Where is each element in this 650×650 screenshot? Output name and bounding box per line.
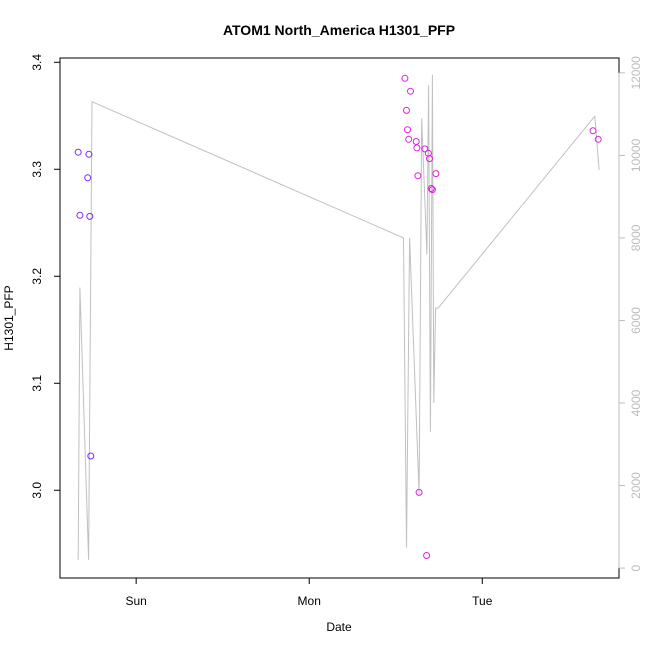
data-point [403, 106, 410, 114]
data-point [87, 452, 95, 460]
right-tick-label: 8000 [629, 224, 643, 251]
data-point [427, 185, 435, 192]
data-point [76, 211, 84, 219]
chart-title: ATOM1 North_America H1301_PFP [223, 22, 455, 38]
series-line [77, 74, 600, 560]
data-point [415, 488, 423, 496]
left-tick-label: 3.1 [30, 375, 44, 392]
data-point [423, 552, 431, 559]
right-tick-label: 0 [629, 564, 643, 571]
x-axis: Sun Mon Tue [125, 578, 493, 608]
data-point [86, 212, 94, 220]
data-point [589, 127, 597, 135]
left-tick-label: 3.3 [30, 161, 44, 178]
x-axis-label: Date [326, 620, 352, 634]
data-point [421, 145, 429, 153]
x-tick-label: Tue [472, 594, 493, 608]
right-tick-label: 2000 [629, 472, 643, 499]
data-point [401, 74, 409, 82]
x-tick-label: Mon [298, 594, 321, 608]
data-point [432, 170, 440, 178]
right-axis: 0 2000 4000 6000 8000 10000 12000 [618, 56, 643, 571]
data-point [404, 126, 411, 134]
data-point [85, 150, 93, 158]
data-point [413, 144, 421, 152]
left-axis: 3.0 3.1 3.2 3.3 3.4 [30, 54, 61, 499]
data-point [74, 148, 82, 156]
data-point [407, 87, 414, 95]
data-point [412, 138, 420, 145]
right-tick-label: 4000 [629, 389, 643, 416]
left-tick-label: 3.2 [30, 268, 44, 285]
data-point [414, 172, 422, 180]
data-point [594, 135, 602, 143]
data-point [405, 135, 413, 143]
series-points [74, 74, 602, 559]
right-tick-label: 6000 [629, 307, 643, 334]
left-tick-label: 3.0 [30, 482, 44, 499]
data-point [426, 155, 433, 163]
right-tick-label: 10000 [629, 138, 643, 172]
line-series [77, 74, 600, 560]
right-tick-label: 12000 [629, 56, 643, 90]
data-point [84, 174, 92, 182]
y-axis-label: H1301_PFP [2, 285, 16, 350]
left-tick-label: 3.4 [30, 54, 44, 71]
plot-frame [59, 57, 620, 579]
x-tick-label: Sun [125, 594, 146, 608]
data-point [428, 186, 436, 194]
